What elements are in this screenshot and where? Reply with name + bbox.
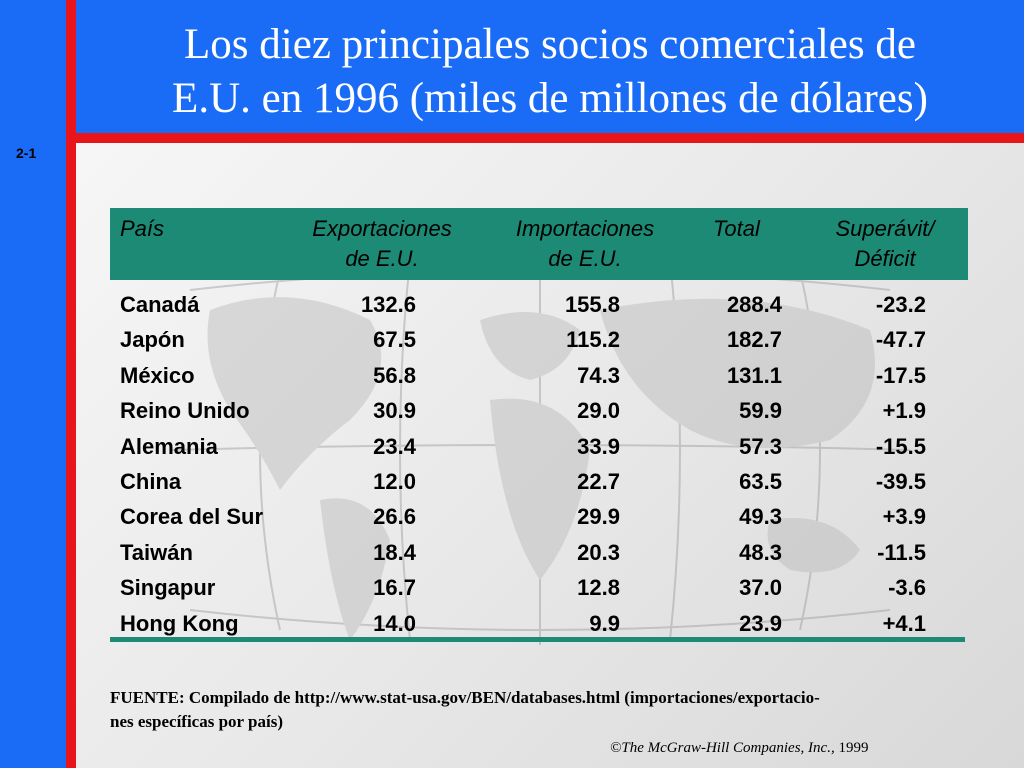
exports-cell: 67.5 — [373, 327, 416, 353]
red-vertical-stripe — [66, 0, 76, 768]
total-cell: 23.9 — [739, 610, 782, 636]
table-row: Corea del Sur 26.6 29.9 49.3 +3.9 — [110, 500, 968, 535]
header-total: Total — [713, 214, 760, 244]
imports-cell: 20.3 — [577, 539, 620, 565]
imports-cell: 29.9 — [577, 504, 620, 530]
copyright-text: ©The McGraw-Hill Companies, Inc., — [610, 740, 835, 756]
country-cell: Taiwán — [120, 539, 193, 565]
country-cell: México — [120, 362, 195, 388]
balance-cell: -47.7 — [875, 327, 926, 353]
exports-cell: 30.9 — [373, 398, 416, 424]
total-cell: 57.3 — [739, 433, 782, 459]
header-pais: País — [120, 214, 164, 244]
imports-cell: 155.8 — [564, 292, 620, 317]
header-exportaciones: Exportaciones de E.U. — [292, 214, 472, 274]
exports-cell: 18.4 — [373, 539, 416, 565]
total-cell: 59.9 — [739, 398, 782, 424]
copyright-notice: ©The McGraw-Hill Companies, Inc., 1999 — [610, 740, 868, 757]
balance-cell: -39.5 — [875, 468, 926, 494]
country-cell: Canadá — [120, 292, 200, 317]
total-cell: 288.4 — [726, 292, 782, 317]
balance-cell: -11.5 — [877, 539, 926, 565]
header-exportaciones-line1: Exportaciones — [312, 216, 452, 241]
country-cell: Hong Kong — [120, 610, 239, 636]
table-bottom-rule — [110, 637, 965, 642]
imports-cell: 12.8 — [577, 575, 620, 601]
country-cell: Japón — [120, 327, 185, 353]
imports-cell: 29.0 — [577, 398, 620, 424]
source-line2: nes específicas por país) — [110, 712, 283, 731]
country-cell: Singapur — [120, 575, 216, 601]
header-pais-line1: País — [120, 216, 165, 241]
country-cell: China — [120, 468, 182, 494]
table-row: Alemania 23.4 33.9 57.3 -15.5 — [110, 430, 968, 465]
imports-cell: 22.7 — [577, 468, 620, 494]
country-cell: Reino Unido — [120, 398, 250, 424]
table-row: México 56.8 74.3 131.1 -17.5 — [110, 359, 968, 394]
balance-cell: -23.2 — [875, 292, 926, 317]
source-note: FUENTE: Compilado de http://www.stat-usa… — [110, 686, 950, 734]
slide-title-line1: Los diez principales socios comerciales … — [184, 21, 916, 68]
balance-cell: -3.6 — [888, 575, 926, 601]
header-exportaciones-line2: de E.U. — [345, 246, 419, 271]
table-header: País Exportaciones de E.U. Importaciones… — [110, 208, 968, 280]
total-cell: 63.5 — [739, 468, 782, 494]
copyright-year: 1999 — [834, 740, 869, 756]
slide-title-line2: E.U. en 1996 (miles de millones de dólar… — [172, 75, 928, 122]
exports-cell: 56.8 — [373, 362, 416, 388]
exports-cell: 12.0 — [373, 468, 416, 494]
header-importaciones: Importaciones de E.U. — [495, 214, 675, 274]
world-map-globe-icon — [169, 255, 911, 645]
header-total-line1: Total — [713, 216, 760, 241]
imports-cell: 74.3 — [577, 362, 620, 388]
source-line1: FUENTE: Compilado de http://www.stat-usa… — [110, 688, 820, 707]
header-superavit-line2: Déficit — [854, 246, 916, 271]
title-band — [76, 0, 1024, 133]
exports-cell: 26.6 — [373, 504, 416, 530]
table-row: Taiwán 18.4 20.3 48.3 -11.5 — [110, 536, 968, 571]
table-row: Canadá 132.6 155.8 288.4 -23.2 — [110, 288, 968, 323]
exports-cell: 14.0 — [373, 610, 416, 636]
header-superavit-line1: Superávit/ — [835, 216, 935, 241]
header-importaciones-line2: de E.U. — [548, 246, 622, 271]
exports-cell: 16.7 — [373, 575, 416, 601]
balance-cell: +4.1 — [882, 610, 926, 636]
slide-number: 2-1 — [16, 145, 37, 161]
table-row: Singapur 16.7 12.8 37.0 -3.6 — [110, 571, 968, 606]
table-row: China 12.0 22.7 63.5 -39.5 — [110, 465, 968, 500]
imports-cell: 115.2 — [566, 327, 620, 353]
total-cell: 37.0 — [739, 575, 782, 601]
balance-cell: -15.5 — [875, 433, 926, 459]
table-row: Hong Kong 14.0 9.9 23.9 +4.1 — [110, 607, 968, 642]
total-cell: 48.3 — [739, 539, 782, 565]
country-cell: Alemania — [120, 433, 218, 459]
red-horizontal-stripe — [76, 133, 1024, 143]
table-row: Japón 67.5 115.2 182.7 -47.7 — [110, 323, 968, 358]
total-cell: 131.1 — [726, 362, 782, 388]
balance-cell: -17.5 — [875, 362, 926, 388]
total-cell: 182.7 — [726, 327, 782, 353]
balance-cell: +1.9 — [882, 398, 926, 424]
header-importaciones-line1: Importaciones — [515, 216, 655, 241]
table-body: Canadá 132.6 155.8 288.4 -23.2 Japón 67.5 115.2… — [110, 288, 968, 642]
exports-cell: 23.4 — [373, 433, 416, 459]
left-sidebar-band — [0, 0, 66, 768]
slide-title: Los diez principales socios comerciales … — [76, 18, 1024, 126]
header-superavit: Superávit/ Déficit — [820, 214, 950, 274]
table-row: Reino Unido 30.9 29.0 59.9 +1.9 — [110, 394, 968, 429]
exports-cell: 132.6 — [360, 292, 416, 317]
total-cell: 49.3 — [739, 504, 782, 530]
balance-cell: +3.9 — [882, 504, 926, 530]
country-cell: Corea del Sur — [120, 504, 264, 530]
imports-cell: 33.9 — [577, 433, 620, 459]
imports-cell: 9.9 — [589, 610, 620, 636]
